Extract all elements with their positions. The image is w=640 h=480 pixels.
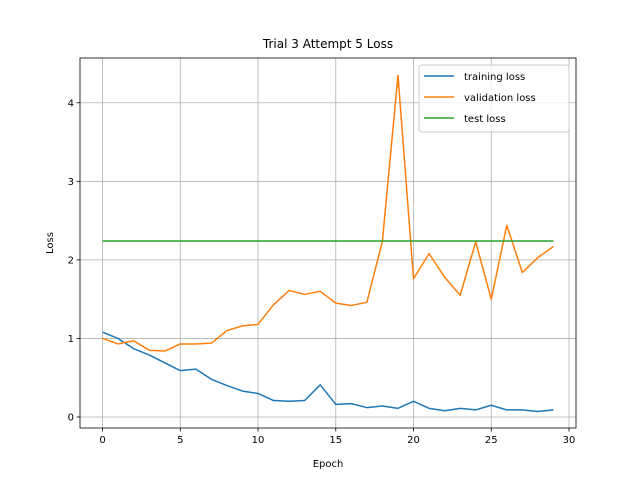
x-axis-label: Epoch (313, 459, 344, 470)
y-tick-label: 1 (68, 334, 74, 345)
x-axis: 0 5 10 15 20 25 30 (99, 428, 575, 446)
x-tick-label: 30 (563, 435, 576, 446)
x-tick-label: 0 (99, 435, 105, 446)
x-tick-label: 25 (485, 435, 498, 446)
x-tick-label: 5 (177, 435, 183, 446)
y-tick-label: 0 (68, 413, 74, 424)
legend-label-validation-loss: validation loss (464, 93, 536, 104)
legend: training loss validation loss test loss (418, 64, 570, 133)
legend-label-test-loss: test loss (464, 114, 506, 125)
x-tick-label: 15 (329, 435, 342, 446)
series-layer (102, 74, 554, 413)
x-tick-label: 20 (407, 435, 420, 446)
training-loss-line (102, 331, 554, 413)
y-tick-label: 4 (68, 98, 74, 109)
plot-frame (79, 57, 577, 429)
legend-label-training-loss: training loss (464, 72, 525, 83)
validation-loss-line (102, 74, 554, 352)
y-axis-label: Loss (45, 232, 56, 254)
chart-title: Trial 3 Attempt 5 Loss (262, 37, 393, 51)
x-tick-label: 10 (252, 435, 265, 446)
y-tick-label: 3 (68, 177, 74, 188)
legend-box (418, 64, 570, 133)
y-tick-label: 2 (68, 255, 74, 266)
y-axis: 0 1 2 3 4 (68, 98, 80, 424)
